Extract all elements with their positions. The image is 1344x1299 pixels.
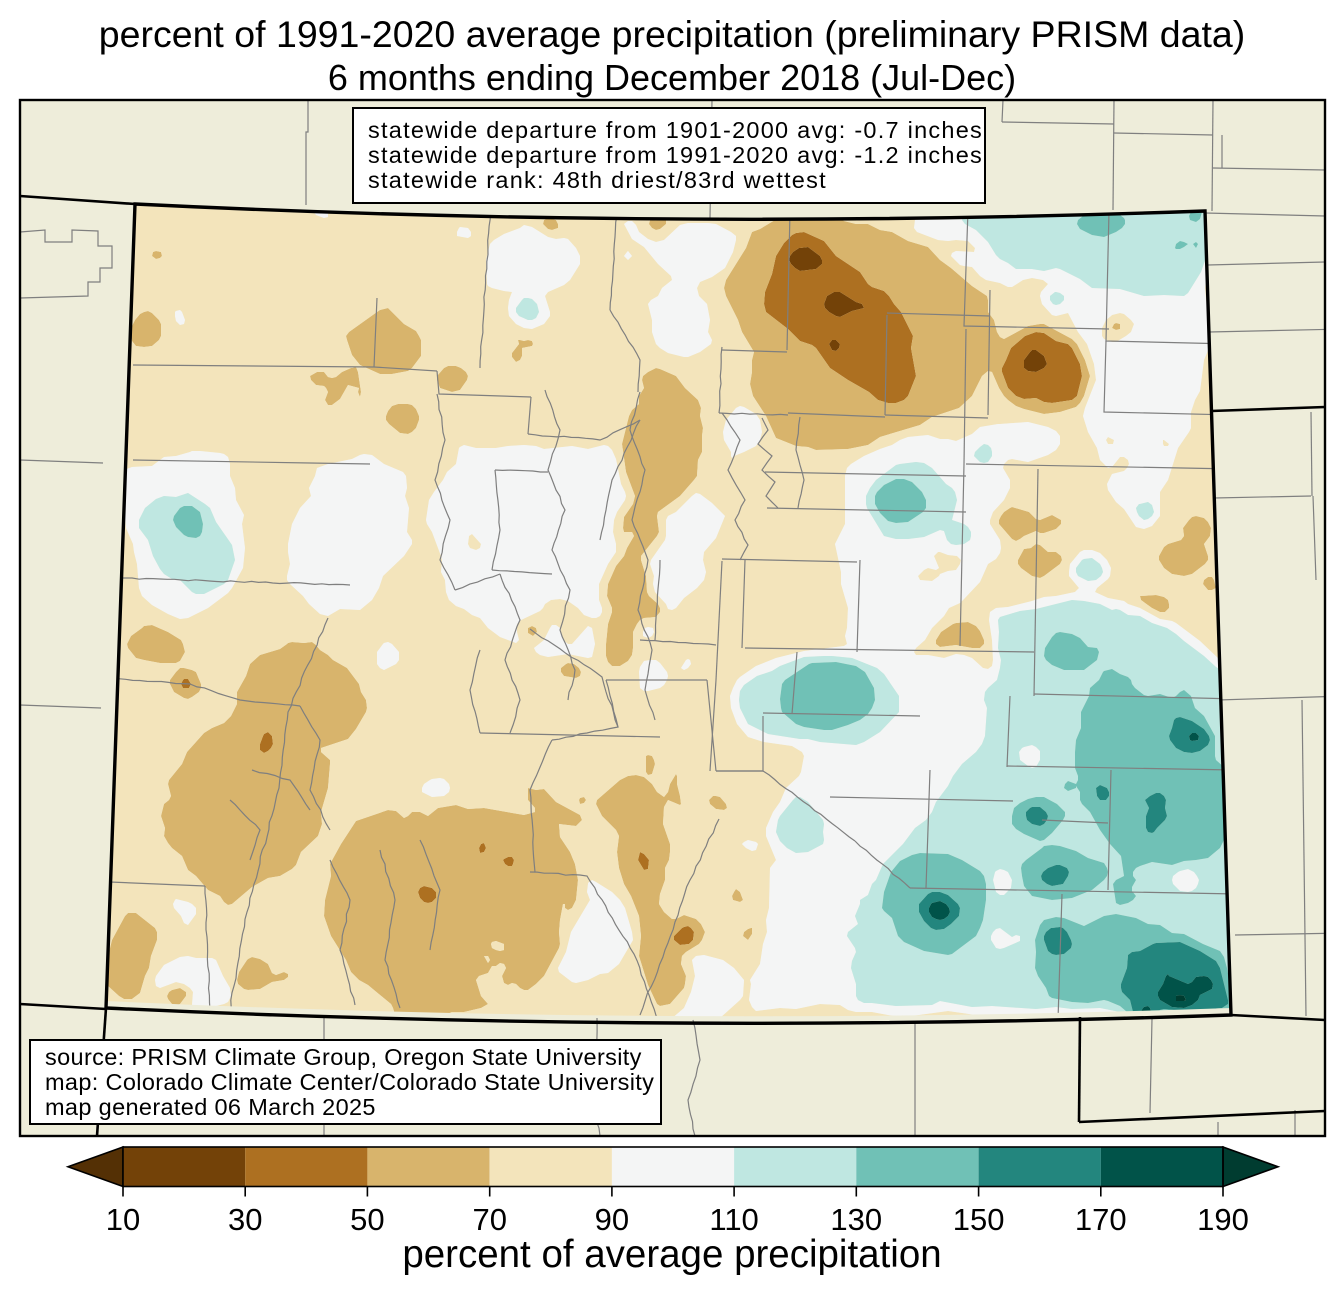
svg-text:190: 190 [1197,1202,1249,1237]
svg-text:30: 30 [228,1202,262,1237]
svg-text:150: 150 [953,1202,1005,1237]
svg-text:170: 170 [1075,1202,1127,1237]
svg-text:percent of average precipitati: percent of average precipitation [402,1233,941,1276]
svg-text:50: 50 [350,1202,384,1237]
svg-text:70: 70 [472,1202,506,1237]
svg-text:10: 10 [106,1202,140,1237]
svg-text:130: 130 [830,1202,882,1237]
svg-text:110: 110 [709,1202,758,1237]
svg-text:90: 90 [595,1202,629,1237]
